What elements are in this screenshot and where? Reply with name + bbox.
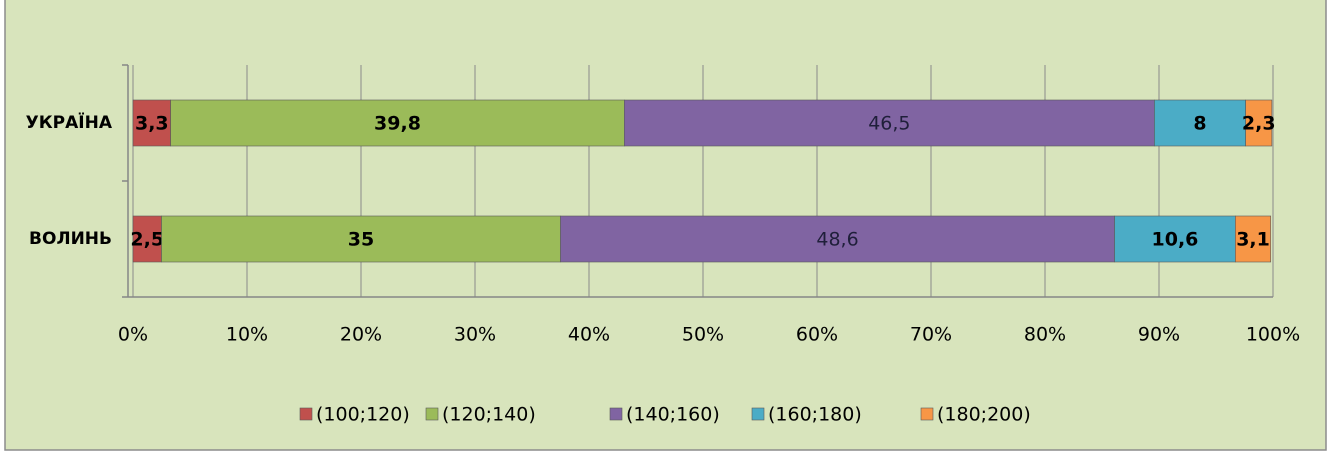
bar-segment xyxy=(170,99,625,147)
y-tick-label: ВОЛИНЬ xyxy=(29,229,112,249)
legend-label: (100;120) xyxy=(316,404,410,426)
bar-segment xyxy=(132,99,171,147)
x-tick-label: 70% xyxy=(910,324,952,346)
bar-segment xyxy=(1245,99,1273,147)
bar-segment xyxy=(1235,215,1272,263)
legend-label: (120;140) xyxy=(442,404,536,426)
data-label: 48,6 xyxy=(816,229,858,251)
x-tick-label: 50% xyxy=(682,324,724,346)
data-label: 3,1 xyxy=(1236,229,1270,251)
data-label: 39,8 xyxy=(374,113,421,135)
x-tick-label: 10% xyxy=(226,324,268,346)
legend-swatch xyxy=(609,407,623,421)
data-label: 10,6 xyxy=(1152,229,1199,251)
bar-segment xyxy=(624,99,1155,147)
legend-label: (140;160) xyxy=(626,404,720,426)
data-label: 35 xyxy=(348,229,374,251)
bar-segment xyxy=(1114,215,1236,263)
legend-swatch xyxy=(920,407,934,421)
x-tick-label: 0% xyxy=(118,324,148,346)
x-tick-label: 30% xyxy=(454,324,496,346)
data-label: 2,5 xyxy=(130,229,164,251)
bar-segment xyxy=(560,215,1115,263)
data-label: 8 xyxy=(1193,113,1206,135)
legend-label: (180;200) xyxy=(937,404,1031,426)
legend-swatch xyxy=(425,407,439,421)
x-tick-label: 20% xyxy=(340,324,382,346)
x-tick-label: 60% xyxy=(796,324,838,346)
x-tick-label: 80% xyxy=(1024,324,1066,346)
x-tick-label: 40% xyxy=(568,324,610,346)
y-tick-label: УКРАЇНА xyxy=(26,111,113,133)
legend-swatch xyxy=(299,407,313,421)
data-label: 2,3 xyxy=(1242,113,1276,135)
x-tick-label: 90% xyxy=(1138,324,1180,346)
bar-segment xyxy=(132,215,162,263)
data-label: 3,3 xyxy=(135,113,169,135)
x-tick-label: 100% xyxy=(1246,324,1300,346)
data-label: 46,5 xyxy=(868,113,910,135)
legend-label: (160;180) xyxy=(768,404,862,426)
bar-segment xyxy=(161,215,561,263)
legend-swatch xyxy=(751,407,765,421)
